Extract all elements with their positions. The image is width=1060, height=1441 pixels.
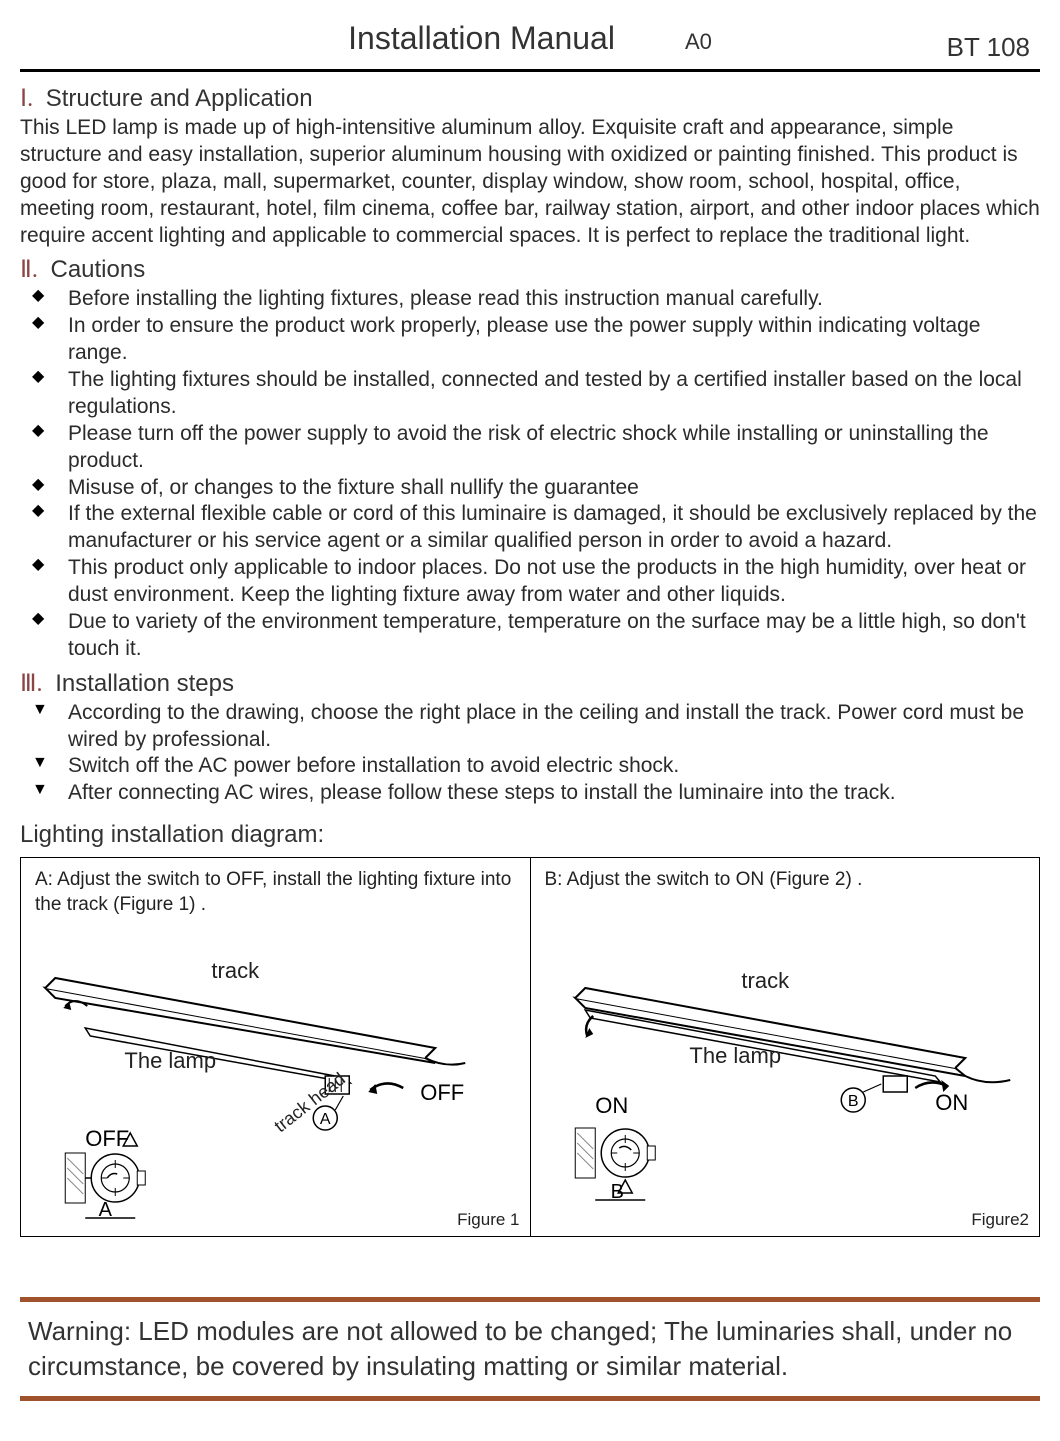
diagram-title: Lighting installation diagram: — [20, 821, 1040, 849]
section3-heading: Ⅲ. Installation steps — [20, 669, 1040, 698]
doc-model: BT 108 — [947, 32, 1030, 63]
label-on-left: ON — [595, 1093, 628, 1118]
label-off-right: OFF — [420, 1080, 464, 1105]
warning-text: Warning: LED modules are not allowed to … — [28, 1314, 1032, 1384]
caution-item: This product only applicable to indoor p… — [20, 555, 1040, 609]
figure2-label: Figure2 — [971, 1210, 1029, 1230]
label-detail-a: A — [99, 1199, 113, 1221]
label-on-right: ON — [935, 1090, 968, 1115]
step-item: After connecting AC wires, please follow… — [20, 780, 1040, 807]
diagram-panel-a: A: Adjust the switch to OFF, install the… — [21, 858, 530, 1236]
steps-list: According to the drawing, choose the rig… — [20, 700, 1040, 808]
label-marker-b: B — [847, 1093, 858, 1110]
label-marker-a: A — [320, 1111, 331, 1128]
panel-a-caption: A: Adjust the switch to OFF, install the… — [35, 868, 516, 917]
figure1-label: Figure 1 — [457, 1210, 519, 1230]
section2-numeral: Ⅱ. — [20, 257, 38, 283]
caution-item: Please turn off the power supply to avoi… — [20, 421, 1040, 475]
step-item: According to the drawing, choose the rig… — [20, 700, 1040, 754]
caution-item: In order to ensure the product work prop… — [20, 313, 1040, 367]
section1-body: This LED lamp is made up of high-intensi… — [20, 115, 1040, 249]
label-lamp: The lamp — [124, 1048, 216, 1073]
doc-title: Installation Manual — [348, 20, 615, 57]
label-detail-b: B — [610, 1181, 623, 1203]
section1-heading: Ⅰ. Structure and Application — [20, 84, 1040, 113]
caution-item: The lighting fixtures should be installe… — [20, 367, 1040, 421]
diagram-panel-b: B: Adjust the switch to ON (Figure 2) . … — [530, 858, 1040, 1236]
step-item: Switch off the AC power before installat… — [20, 753, 1040, 780]
section1-numeral: Ⅰ. — [20, 86, 33, 112]
section2-heading: Ⅱ. Cautions — [20, 255, 1040, 284]
warning-block: Warning: LED modules are not allowed to … — [20, 1297, 1040, 1401]
caution-item: Before installing the lighting fixtures,… — [20, 286, 1040, 313]
panel-b-drawing: track The lamp B ON ON — [531, 928, 1040, 1228]
caution-item: Due to variety of the environment temper… — [20, 609, 1040, 663]
label-off-left: OFF — [85, 1126, 129, 1151]
caution-item: If the external flexible cable or cord o… — [20, 501, 1040, 555]
label-track: track — [211, 958, 260, 983]
diagram-box: A: Adjust the switch to OFF, install the… — [20, 857, 1040, 1237]
page-header: Installation Manual A0 BT 108 — [20, 20, 1040, 72]
section3-title: Installation steps — [55, 670, 234, 697]
cautions-list: Before installing the lighting fixtures,… — [20, 286, 1040, 662]
label-track-b: track — [741, 968, 790, 993]
section1-title: Structure and Application — [46, 85, 313, 112]
panel-a-drawing: track The lamp A track head — [21, 928, 530, 1228]
label-track-head: track head — [270, 1069, 349, 1137]
doc-revision: A0 — [685, 29, 712, 55]
section2-title: Cautions — [50, 256, 145, 283]
label-lamp-b: The lamp — [689, 1043, 781, 1068]
panel-b-caption: B: Adjust the switch to ON (Figure 2) . — [545, 868, 1026, 893]
caution-item: Misuse of, or changes to the fixture sha… — [20, 475, 1040, 502]
section3-numeral: Ⅲ. — [20, 671, 43, 697]
